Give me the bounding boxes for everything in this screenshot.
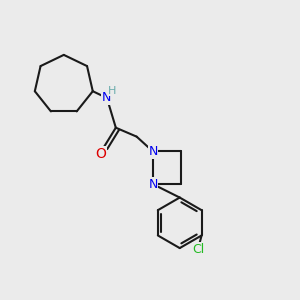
Text: O: O (95, 147, 106, 160)
Text: N: N (148, 145, 158, 158)
Text: N: N (148, 178, 158, 191)
Text: H: H (108, 85, 116, 96)
Text: N: N (102, 92, 112, 104)
Text: Cl: Cl (193, 243, 205, 256)
